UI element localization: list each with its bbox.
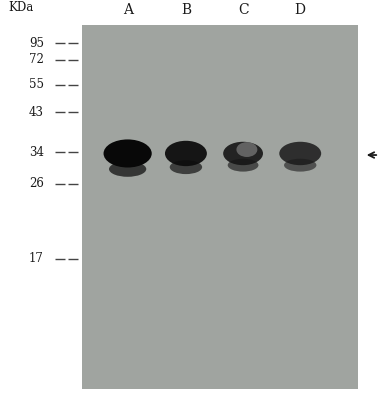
Bar [82,25,358,390]
Ellipse shape [170,160,202,174]
Ellipse shape [104,140,152,168]
Text: 43: 43 [29,106,44,119]
Text: B: B [181,3,191,17]
Text: 55: 55 [29,78,44,91]
Text: 17: 17 [29,252,44,265]
Text: D: D [295,3,306,17]
Text: 72: 72 [29,53,44,66]
Text: C: C [238,3,248,17]
Text: 95: 95 [29,36,44,50]
Text: 26: 26 [29,177,44,190]
Ellipse shape [223,142,263,165]
Ellipse shape [279,142,321,165]
Ellipse shape [236,142,258,157]
Ellipse shape [228,159,258,172]
Text: KDa: KDa [8,1,34,14]
Ellipse shape [284,159,316,172]
Text: A: A [123,3,133,17]
Ellipse shape [109,161,146,177]
Ellipse shape [165,141,207,166]
Text: 34: 34 [29,146,44,159]
